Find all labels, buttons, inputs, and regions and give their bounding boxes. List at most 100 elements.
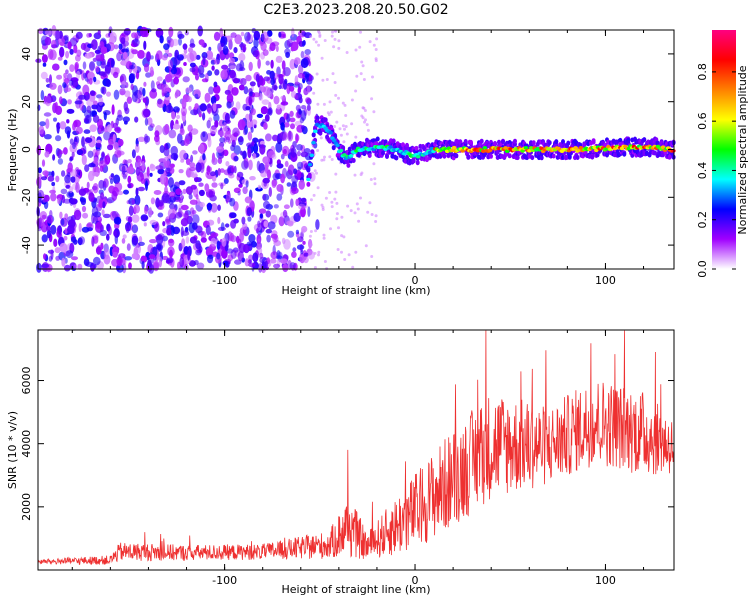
noise-cell	[138, 236, 143, 243]
colorbar-tick-label: 0.4	[696, 162, 709, 180]
noise-cell	[324, 196, 328, 200]
noise-cell	[283, 122, 290, 128]
noise-cell	[301, 40, 305, 47]
signal-halo-cell	[515, 155, 520, 161]
noise-cell	[194, 176, 199, 183]
noise-cell	[169, 167, 175, 175]
noise-cell	[137, 49, 145, 59]
noise-cell	[309, 198, 313, 202]
noise-cell	[315, 219, 320, 230]
noise-cell	[103, 248, 110, 260]
noise-cell	[233, 145, 241, 155]
signal-halo-cell	[479, 138, 484, 144]
noise-cell	[117, 190, 124, 196]
noise-cell	[262, 193, 270, 201]
noise-cell	[213, 59, 221, 65]
noise-cell	[95, 246, 102, 255]
noise-cell	[131, 224, 139, 234]
noise-cell	[171, 111, 176, 120]
noise-cell	[189, 67, 196, 73]
noise-cell	[275, 107, 282, 115]
noise-cell	[259, 213, 263, 219]
noise-cell	[116, 256, 123, 267]
y-tick-label: 40	[20, 47, 33, 61]
noise-cell	[182, 188, 187, 195]
noise-cell	[360, 60, 364, 64]
noise-cell	[353, 173, 357, 177]
noise-cell	[111, 104, 115, 115]
noise-cell	[178, 169, 184, 174]
noise-cell	[40, 90, 45, 101]
noise-cell	[278, 31, 282, 38]
noise-cell	[220, 222, 225, 232]
noise-cell	[149, 239, 157, 244]
noise-cell	[73, 209, 82, 221]
noise-cell	[198, 112, 202, 118]
noise-cell	[92, 216, 99, 225]
noise-cell	[280, 173, 285, 184]
noise-cell	[123, 28, 131, 36]
noise-cell	[93, 76, 97, 83]
noise-cell	[82, 61, 87, 70]
x-tick-label: 0	[412, 574, 419, 587]
noise-cell	[354, 89, 358, 93]
noise-cell	[242, 186, 248, 195]
noise-cell	[164, 123, 170, 135]
noise-cell	[143, 40, 147, 50]
noise-cell	[185, 236, 190, 244]
noise-cell	[89, 124, 97, 132]
noise-cell	[208, 190, 215, 198]
noise-cell	[337, 96, 340, 100]
noise-cell	[360, 171, 364, 175]
signal-halo-cell	[539, 155, 544, 161]
noise-cell	[51, 170, 55, 178]
noise-cell	[226, 191, 231, 202]
noise-cell	[198, 182, 204, 187]
noise-cell	[271, 179, 277, 188]
noise-cell	[40, 71, 48, 80]
colorbar-tick-label: 0.8	[696, 63, 709, 81]
noise-cell	[244, 196, 252, 204]
noise-cell	[88, 192, 95, 202]
noise-cell	[362, 78, 366, 81]
noise-cell	[334, 172, 338, 176]
noise-cell	[108, 226, 112, 236]
noise-cell	[65, 50, 70, 59]
signal-halo-cell	[554, 139, 559, 145]
noise-cell	[123, 101, 128, 112]
noise-cell	[129, 65, 135, 70]
snr-series-line	[37, 330, 675, 565]
noise-cell	[205, 224, 211, 236]
noise-cell	[267, 107, 273, 116]
noise-cell	[103, 111, 107, 121]
noise-cell	[46, 225, 51, 231]
noise-cell	[148, 254, 156, 259]
noise-cell	[322, 233, 326, 237]
noise-cell	[337, 226, 340, 230]
spectrogram-signal-marks	[306, 115, 676, 187]
signal-halo-cell	[655, 140, 660, 146]
noise-cell	[68, 191, 74, 198]
noise-cell	[184, 30, 189, 36]
noise-cell	[256, 113, 264, 118]
noise-cell	[286, 113, 291, 123]
noise-cell	[92, 114, 100, 123]
spectrogram-panel: -100 0 100 -40 -20 0 20 40 Height of straight …	[6, 25, 676, 297]
noise-cell	[344, 114, 348, 117]
noise-cell	[189, 236, 197, 244]
noise-cell	[111, 190, 118, 202]
noise-cell	[195, 240, 201, 250]
noise-cell	[312, 193, 316, 197]
noise-cell	[366, 128, 370, 132]
noise-cell	[86, 105, 92, 114]
noise-cell	[245, 180, 249, 188]
noise-cell	[241, 160, 249, 170]
signal-core-cell	[311, 140, 316, 145]
noise-cell	[188, 105, 192, 111]
noise-cell	[163, 43, 170, 50]
noise-cell	[328, 155, 332, 159]
noise-cell	[155, 165, 164, 171]
noise-cell	[229, 197, 236, 207]
noise-cell	[105, 79, 112, 87]
noise-cell	[199, 202, 205, 208]
